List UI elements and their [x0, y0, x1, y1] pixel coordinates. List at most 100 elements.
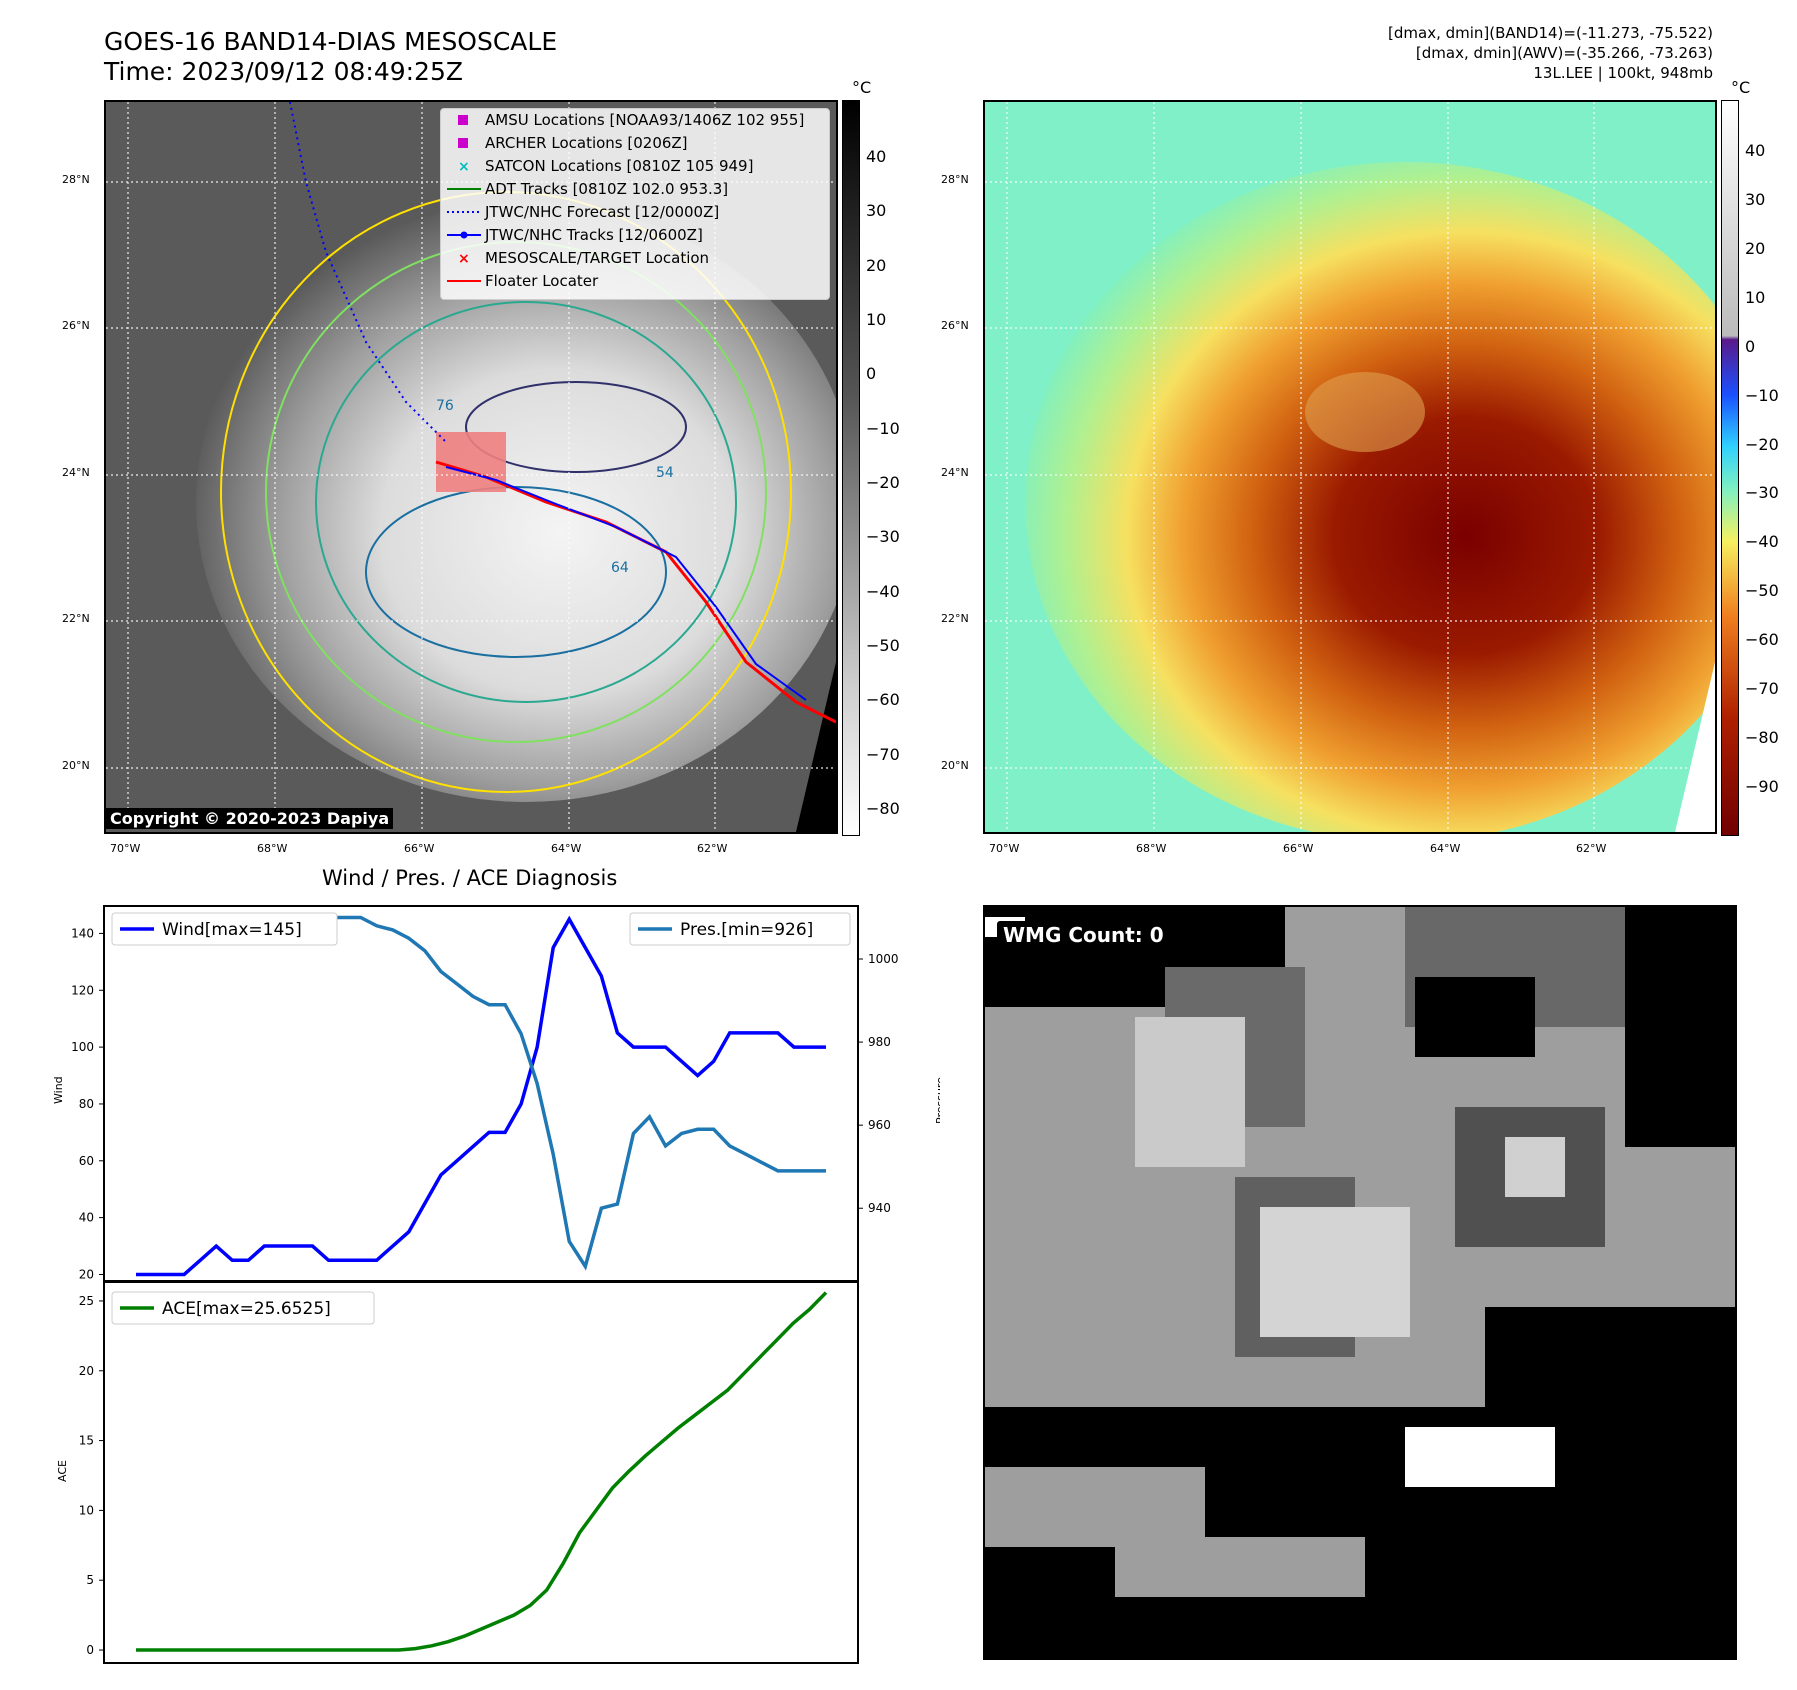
legend-item: JTWC/NHC Tracks [12/0600Z] [441, 224, 829, 247]
ace-chart: 0 5 10 15 20 25 ACE ACE[max=25.6525] [56, 1280, 859, 1664]
map-legend: AMSU Locations [NOAA93/1406Z 102 955] ARC… [440, 108, 830, 300]
page-title: GOES-16 BAND14-DIAS MESOSCALE [104, 27, 558, 56]
y-tick-label: 60 [79, 1154, 94, 1168]
legend-label: AMSU Locations [NOAA93/1406Z 102 955] [485, 111, 805, 129]
colorbar-tick: −60 [1745, 630, 1779, 650]
legend-label: JTWC/NHC Tracks [12/0600Z] [485, 226, 703, 244]
colorbar-tick: −70 [866, 744, 900, 764]
y-tick-label: 15 [79, 1434, 94, 1448]
colorbar-tick: −80 [1745, 728, 1779, 748]
colorbar-tick: 20 [866, 255, 887, 275]
colorbar-tick: −10 [1745, 385, 1779, 405]
lat-tick-label: 24°N [941, 466, 969, 479]
wmg-panel: WMG Count: 0 [983, 905, 1737, 1660]
colorbar-tick: −40 [866, 581, 900, 601]
colorbar-tick: −90 [1745, 777, 1779, 796]
legend-item: ADT Tracks [0810Z 102.0 953.3] [441, 178, 829, 201]
colorbar-tick: −60 [866, 690, 900, 710]
enhanced-ir-panel [983, 100, 1717, 834]
legend-item: ARCHER Locations [0206Z] [441, 132, 829, 155]
info-line-storm: 13L.LEE | 100kt, 948mb [1533, 64, 1713, 82]
legend-box [629, 912, 851, 946]
colorbar-tick: −70 [1745, 679, 1779, 699]
y-tick-label: 20 [79, 1267, 94, 1281]
colorbar-tick: 0 [1745, 336, 1756, 356]
pressure-legend: Pres.[min=926] [629, 912, 851, 946]
colorbar-tick: 10 [866, 310, 887, 329]
y-tick-label: 100 [71, 1040, 94, 1054]
color-colorbar-unit: °C [1731, 78, 1751, 97]
y-tick-label: 140 [71, 926, 94, 940]
legend-label: JTWC/NHC Forecast [12/0000Z] [485, 203, 720, 221]
legend-label: ARCHER Locations [0206Z] [485, 134, 688, 152]
colorbar-tick: 20 [1745, 238, 1766, 258]
legend-box [111, 912, 338, 946]
y-tick-label: 80 [79, 1097, 94, 1111]
colorbar-tick: 40 [866, 147, 887, 166]
wmg-image [985, 907, 1735, 1658]
legend-item: × SATCON Locations [0810Z 105 949] [441, 155, 829, 178]
y-tick-label: 20 [79, 1364, 94, 1378]
lon-tick-label: 62°W [697, 842, 728, 855]
y-right-axis-label: Pressure [934, 1077, 940, 1124]
svg-text:×: × [458, 251, 470, 266]
colorbar-tick: −50 [1745, 581, 1779, 601]
lat-tick-label: 28°N [941, 173, 969, 186]
series-line-pressure [136, 915, 826, 1271]
ir-map-panel: 76 54 64 AMSU Locations [NOAA93/1406Z 10… [104, 100, 838, 834]
colorbar-tick: 30 [866, 201, 887, 221]
lon-tick-label: 66°W [1283, 842, 1314, 855]
colorbar-tick: −10 [866, 418, 900, 438]
info-line-awv: [dmax, dmin](AWV)=(-35.266, -73.263) [1415, 44, 1713, 62]
legend-symbol [458, 138, 468, 148]
y-right-tick-label: 1000 [868, 952, 899, 966]
y-tick-label: 40 [79, 1211, 94, 1225]
y-axis-label: ACE [56, 1460, 69, 1482]
legend-symbol [447, 188, 481, 190]
colorbar-tick: 10 [1745, 287, 1766, 307]
wind-legend: Wind[max=145] [111, 912, 338, 946]
legend-label: Wind[max=145] [162, 920, 302, 940]
legend-label: Floater Locater [485, 272, 599, 290]
lat-tick-label: 20°N [62, 759, 90, 772]
lon-tick-label: 66°W [404, 842, 435, 855]
series-line-wind [136, 915, 826, 1277]
legend-symbol: × [458, 251, 470, 266]
gray-colorbar [842, 100, 860, 836]
legend-symbol [447, 280, 481, 282]
legend-label: ADT Tracks [0810Z 102.0 953.3] [485, 180, 729, 198]
colorbar-tick: −40 [1745, 532, 1779, 552]
enhanced-ir-image [985, 102, 1715, 832]
colorbar-tick: 40 [1745, 141, 1766, 160]
legend-symbol [447, 211, 481, 213]
contour-label-64: 64 [611, 560, 629, 576]
y-tick-label: 25 [79, 1294, 94, 1308]
lat-tick-label: 26°N [941, 319, 969, 332]
colorbar-tick: −80 [866, 799, 900, 818]
legend-symbol: × [458, 159, 470, 174]
ace-legend: ACE[max=25.6525] [111, 1291, 375, 1325]
colorbar-tick: −50 [866, 636, 900, 655]
wmg-count-label: WMG Count: 0 [997, 921, 1170, 949]
color-colorbar [1721, 100, 1739, 836]
lat-tick-label: 22°N [62, 612, 90, 625]
contour-label-54: 54 [656, 465, 674, 481]
lat-tick-label: 22°N [941, 612, 969, 625]
wind-pressure-chart: 20 40 60 80 100 120 140 940 960 980 1000 Wind Pressu… [52, 905, 940, 1283]
lon-tick-label: 68°W [1136, 842, 1167, 855]
lat-tick-label: 28°N [62, 173, 90, 186]
lat-tick-label: 20°N [941, 759, 969, 772]
legend-item: JTWC/NHC Forecast [12/0000Z] [441, 201, 829, 224]
lon-tick-label: 64°W [1430, 842, 1461, 855]
lon-tick-label: 70°W [110, 842, 141, 855]
colorbar-tick: −30 [1745, 483, 1779, 503]
y-tick-label: 0 [86, 1643, 94, 1657]
y-axis-label: Wind [52, 1076, 65, 1104]
timestamp: Time: 2023/09/12 08:49:25Z [104, 57, 463, 86]
lon-tick-label: 68°W [257, 842, 288, 855]
y-tick-label: 5 [86, 1573, 94, 1587]
colorbar-tick: 30 [1745, 189, 1766, 209]
legend-label: Pres.[min=926] [680, 920, 813, 940]
plot-frame [103, 1280, 859, 1664]
y-tick-label: 10 [79, 1503, 94, 1517]
